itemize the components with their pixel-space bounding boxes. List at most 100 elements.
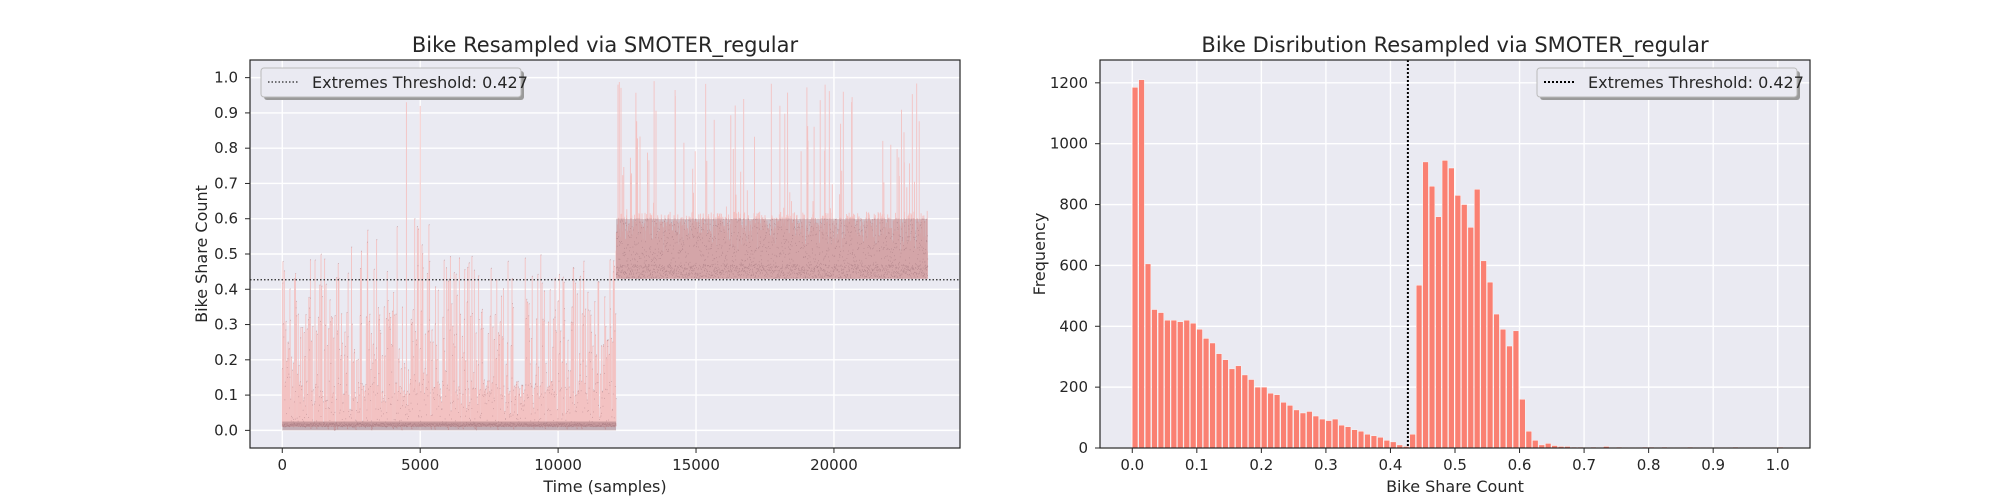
histogram-bar: [1177, 321, 1184, 449]
y-tick-label: 0.9: [214, 104, 238, 122]
distribution-bars: [1132, 79, 1784, 449]
distribution-title: Bike Disribution Resampled via SMOTER_re…: [1201, 33, 1709, 58]
y-tick-label: 400: [1059, 317, 1088, 335]
y-tick-label: 1000: [1050, 135, 1088, 153]
histogram-bar: [1170, 319, 1177, 449]
histogram-bar: [1190, 323, 1197, 449]
histogram-bar: [1474, 189, 1481, 449]
histogram-bar: [1157, 312, 1164, 449]
distribution-x-ticks: 0.0 0.1 0.2 0.3 0.4 0.5 0.6 0.7 0.8 0.9 1.0: [1120, 448, 1790, 474]
distribution-x-label: Bike Share Count: [1386, 477, 1524, 496]
histogram-bar: [1228, 368, 1235, 449]
histogram-bar: [1519, 399, 1526, 449]
histogram-bar: [1299, 412, 1306, 449]
y-tick-label: 0.5: [214, 245, 238, 263]
x-tick-label: 0.3: [1314, 456, 1338, 474]
histogram-bar: [1525, 431, 1532, 449]
histogram-bar: [1480, 260, 1487, 449]
histogram-bar: [1383, 440, 1390, 449]
histogram-bar: [1441, 160, 1448, 449]
timeseries-y-ticks: 0.0 0.1 0.2 0.3 0.4 0.5 0.6 0.7 0.8 0.9 1.0: [214, 69, 250, 439]
histogram-bar: [1506, 345, 1513, 449]
x-tick-label: 0.2: [1249, 456, 1273, 474]
y-tick-label: 600: [1059, 256, 1088, 274]
histogram-bar: [1487, 281, 1494, 449]
histogram-bar: [1325, 420, 1332, 449]
histogram-bar: [1274, 394, 1281, 449]
x-tick-label: 0.7: [1572, 456, 1596, 474]
y-tick-label: 800: [1059, 196, 1088, 214]
x-tick-label: 0: [277, 456, 287, 474]
histogram-bar: [1241, 374, 1248, 449]
y-tick-label: 1.0: [214, 69, 238, 87]
distribution-y-ticks: 0 200 400 600 800 1000 1200: [1050, 74, 1100, 457]
legend-box: [1536, 67, 1798, 98]
histogram-bar: [1422, 161, 1429, 449]
histogram-bar: [1499, 329, 1507, 449]
y-tick-label: 200: [1059, 378, 1088, 396]
legend-box: [260, 67, 522, 98]
histogram-bar: [1215, 353, 1223, 449]
distribution-legend: Extremes Threshold: 0.427: [1536, 67, 1804, 100]
histogram-bar: [1532, 440, 1539, 449]
histogram-bar: [1545, 443, 1552, 449]
timeseries-y-label: Bike Share Count: [192, 185, 211, 323]
histogram-bar: [1377, 437, 1384, 449]
timeseries-panel: 0 5000 10000 15000 20000 0.00.10.20.30.40.50…: [192, 33, 961, 496]
histogram-bar: [1254, 386, 1261, 449]
histogram-bar: [1164, 319, 1171, 449]
histogram-bar: [1222, 359, 1229, 449]
histogram-bar: [1306, 411, 1313, 449]
upper-band: [616, 218, 928, 279]
x-tick-label: 0.1: [1185, 456, 1209, 474]
histogram-bar: [1390, 441, 1397, 449]
histogram-bar: [1512, 330, 1519, 449]
lower-band: [282, 421, 617, 431]
histogram-bar: [1151, 309, 1158, 449]
histogram-bar: [1364, 434, 1371, 449]
x-tick-label: 0.8: [1637, 456, 1661, 474]
histogram-bar: [1248, 379, 1255, 449]
histogram-bar: [1435, 216, 1442, 449]
y-tick-label: 0.6: [214, 210, 238, 228]
histogram-bar: [1467, 227, 1474, 449]
histogram-bar: [1261, 386, 1268, 449]
x-tick-label: 0.5: [1443, 456, 1467, 474]
histogram-bar: [1493, 313, 1500, 449]
x-tick-label: 1.0: [1766, 456, 1790, 474]
y-tick-label: 0.0: [214, 421, 238, 439]
histogram-bar: [1448, 167, 1455, 449]
histogram-bar: [1351, 429, 1358, 449]
x-tick-label: 0.9: [1701, 456, 1725, 474]
histogram-bar: [1138, 79, 1145, 449]
histogram-bar: [1286, 405, 1294, 449]
x-tick-label: 10000: [534, 456, 582, 474]
legend-label: Extremes Threshold: 0.427: [1588, 73, 1804, 92]
distribution-y-label: Frequency: [1030, 213, 1049, 296]
histogram-bar: [1132, 87, 1139, 449]
histogram-bar: [1454, 195, 1461, 449]
histogram-bar: [1357, 431, 1365, 449]
y-tick-label: 0.7: [214, 174, 238, 192]
y-tick-label: 0.3: [214, 316, 238, 334]
histogram-bar: [1293, 409, 1300, 449]
histogram-bar: [1203, 338, 1210, 449]
histogram-bar: [1409, 434, 1416, 449]
histogram-bar: [1338, 424, 1345, 449]
histogram-bar: [1428, 186, 1436, 449]
histogram-bar: [1280, 402, 1287, 449]
histogram-bar: [1144, 263, 1152, 449]
legend-label: Extremes Threshold: 0.427: [312, 73, 528, 92]
timeseries-stems: [281, 81, 928, 431]
histogram-bar: [1183, 319, 1190, 449]
histogram-bar: [1345, 426, 1352, 449]
y-tick-label: 0.4: [214, 280, 238, 298]
y-tick-label: 0.8: [214, 139, 238, 157]
timeseries-legend: Extremes Threshold: 0.427: [260, 67, 528, 100]
histogram-bar: [1196, 329, 1203, 449]
series-stems: [281, 81, 928, 431]
histogram-bar: [1312, 415, 1319, 449]
histogram-bar: [1235, 365, 1242, 449]
y-tick-label: 0: [1078, 439, 1088, 457]
